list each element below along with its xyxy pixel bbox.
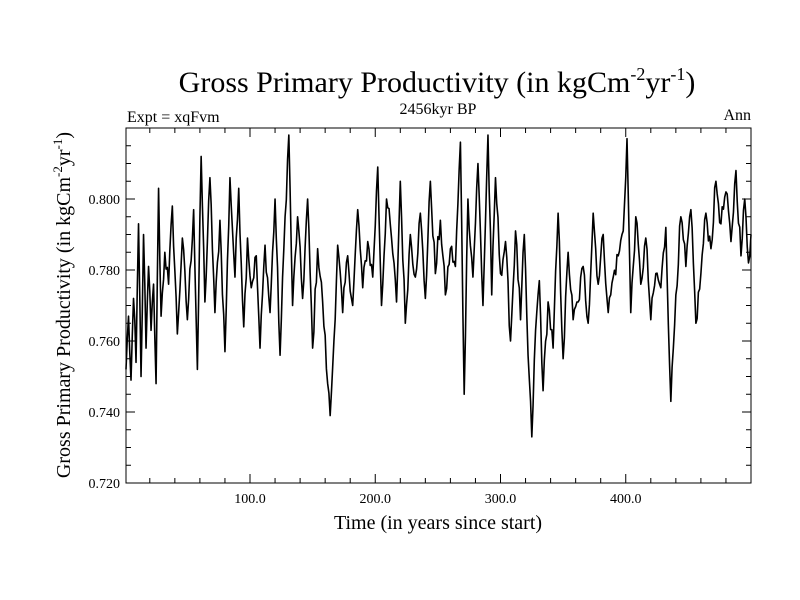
- y-tick-label: 0.760: [89, 335, 121, 350]
- ylabel-text: Gross Primary Productivity (in kgCm: [53, 177, 75, 479]
- axis-ticks: [126, 127, 751, 484]
- y-tick-label: 0.720: [89, 477, 121, 492]
- x-axis-label: Time (in years since start): [334, 512, 542, 534]
- y-tick-label: 0.800: [89, 193, 121, 208]
- y-tick-label: 0.740: [89, 406, 121, 421]
- ylabel-mid: yr: [53, 149, 75, 166]
- chart-title: Gross Primary Productivity (in kgCm-2yr-…: [179, 64, 696, 99]
- ylabel-sup1: -2: [50, 166, 65, 177]
- title-text: Gross Primary Productivity (in kgCm: [179, 66, 631, 99]
- series-line-gpp: [125, 134, 752, 438]
- title-sup1: -2: [630, 64, 645, 84]
- ylabel-end: ): [53, 132, 75, 139]
- y-tick-label: 0.780: [89, 264, 121, 279]
- ylabel-sup2: -1: [50, 139, 65, 150]
- chart-subtitle: 2456kyr BP: [400, 101, 477, 118]
- title-mid: yr: [645, 66, 670, 99]
- x-tick-label: 100.0: [234, 492, 266, 507]
- y-tick-labels: 0.720 0.740 0.760 0.780 0.800: [89, 193, 121, 492]
- x-tick-label: 300.0: [485, 492, 517, 507]
- title-sup2: -1: [670, 64, 685, 84]
- plot-frame: [125, 127, 752, 484]
- title-end: ): [685, 66, 695, 99]
- x-tick-labels: 100.0 200.0 300.0 400.0: [234, 492, 641, 507]
- y-axis-label: Gross Primary Productivity (in kgCm-2yr-…: [50, 132, 75, 478]
- x-tick-label: 200.0: [359, 492, 391, 507]
- period-label: Ann: [723, 107, 751, 124]
- x-tick-label: 400.0: [610, 492, 642, 507]
- expt-label: Expt = xqFvm: [127, 109, 220, 126]
